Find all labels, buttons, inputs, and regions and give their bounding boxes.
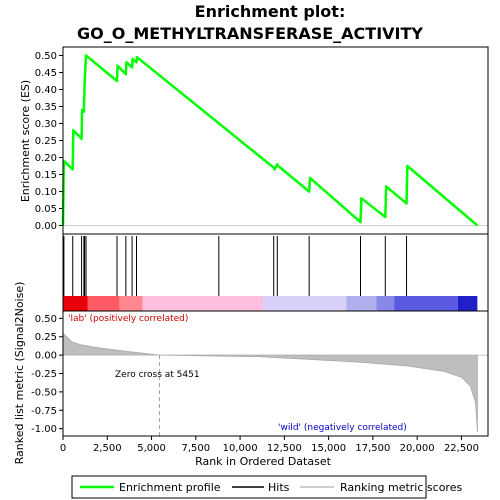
es-y-tick-label: 0.00 [35,221,57,232]
enrichment-profile-line [61,54,479,227]
ranking-heatmap-band [142,296,264,311]
x-tick-label: 12,500 [267,443,302,454]
es-y-tick-label: 0.10 [35,187,57,198]
negative-correlation-label: 'wild' (negatively correlated) [278,423,407,433]
metric-y-tick-label: 0.50 [35,314,57,325]
ranking-heatmap-band [376,296,395,311]
legend: Enrichment profile Hits Ranking metric s… [71,475,462,499]
es-y-tick-label: 0.15 [35,170,57,181]
positive-correlation-label: 'lab' (positively correlated) [68,314,188,324]
x-tick-label: 22,500 [444,443,479,454]
ranking-heatmap-band [394,296,458,311]
ranking-heatmap-band [87,296,120,311]
es-panel: 0.00 0.05 0.10 0.15 0.20 0.25 0.30 0.35 0.40 0.45… [35,46,489,235]
chart-title-line1: Enrichment plot: [195,2,346,21]
chart-title-line2: GO_O_METHYLTRANSFERASE_ACTIVITY [77,24,423,43]
es-y-tick-label: 0.25 [35,136,57,147]
legend-hits-label: Hits [268,481,290,494]
legend-enrichment-label: Enrichment profile [119,481,221,494]
metric-panel: 0.50 0.25 0.00 -0.25 -0.50 -0.75 -1.000 2,500 5,… [31,310,489,454]
metric-plot-area [63,311,488,436]
ranking-heatmap-band [63,296,88,311]
es-plot-area [63,47,488,234]
zero-cross-label: Zero cross at 5451 [115,370,200,380]
x-tick-label: 2,500 [93,443,122,454]
metric-y-tick-label: -0.75 [31,406,57,417]
metric-y-tick-label: 0.25 [35,332,57,343]
metric-y-tick-label: -0.25 [31,369,57,380]
x-axis-label: Rank in Ordered Dataset [195,455,332,468]
x-tick-label: 10,000 [223,443,258,454]
ranking-heatmap-band [119,296,143,311]
x-tick-label: 7,500 [181,443,210,454]
es-y-tick-label: 0.50 [35,51,57,62]
ranking-heatmap-band [263,296,347,311]
es-y-tick-label: 0.35 [35,102,57,113]
ranking-heatmap-band [346,296,377,311]
legend-metric-label: Ranking metric scores [340,481,462,494]
x-tick-label: 20,000 [400,443,435,454]
x-tick-label: 15,000 [311,443,346,454]
hits-panel [62,233,489,312]
es-y-tick-label: 0.40 [35,85,57,96]
x-tick-label: 5,000 [137,443,166,454]
x-tick-label: 17,500 [355,443,390,454]
es-y-tick-label: 0.05 [35,204,57,215]
es-y-tick-label: 0.45 [35,68,57,79]
metric-plot-frame [62,310,489,437]
metric-y-tick-label: 0.00 [35,351,57,362]
metric-y-tick-label: -0.50 [31,387,57,398]
metric-y-axis-label: Ranked list metric (Signal2Noise) [13,282,26,465]
x-tick-label: 0 [60,443,66,454]
es-y-tick-label: 0.30 [35,119,57,130]
es-y-tick-label: 0.20 [35,153,57,164]
es-y-axis-label: Enrichment score (ES) [19,80,32,202]
ranking-metric-area [62,332,478,433]
metric-y-tick-label: -1.00 [31,424,57,435]
ranking-heatmap-band [457,296,478,311]
